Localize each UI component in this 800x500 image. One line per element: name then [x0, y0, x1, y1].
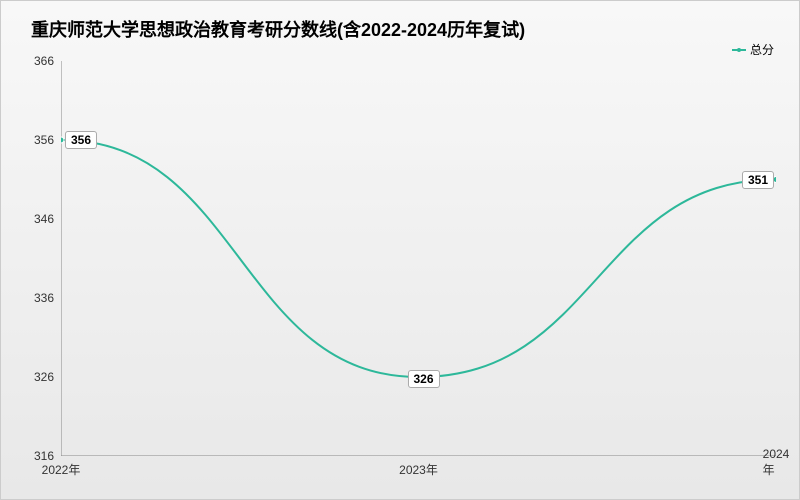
chart-svg [61, 61, 776, 456]
y-tick-label: 366 [34, 54, 54, 68]
legend: 总分 [732, 41, 774, 58]
x-tick-label: 2024年 [763, 447, 790, 478]
y-tick-label: 336 [34, 291, 54, 305]
data-line [61, 140, 776, 377]
data-value-label: 326 [407, 370, 439, 388]
y-tick-label: 356 [34, 133, 54, 147]
legend-label: 总分 [750, 41, 774, 58]
data-value-label: 356 [65, 131, 97, 149]
data-value-label: 351 [742, 171, 774, 189]
x-tick-label: 2023年 [399, 461, 438, 478]
data-points [61, 137, 776, 380]
y-tick-label: 346 [34, 212, 54, 226]
chart-plot-area: 316326336346356366 2022年2023年2024年 35632… [61, 61, 776, 456]
x-tick-label: 2022年 [42, 461, 81, 478]
legend-marker [732, 49, 746, 51]
y-tick-label: 326 [34, 370, 54, 384]
chart-title: 重庆师范大学思想政治教育考研分数线(含2022-2024历年复试) [1, 1, 799, 42]
